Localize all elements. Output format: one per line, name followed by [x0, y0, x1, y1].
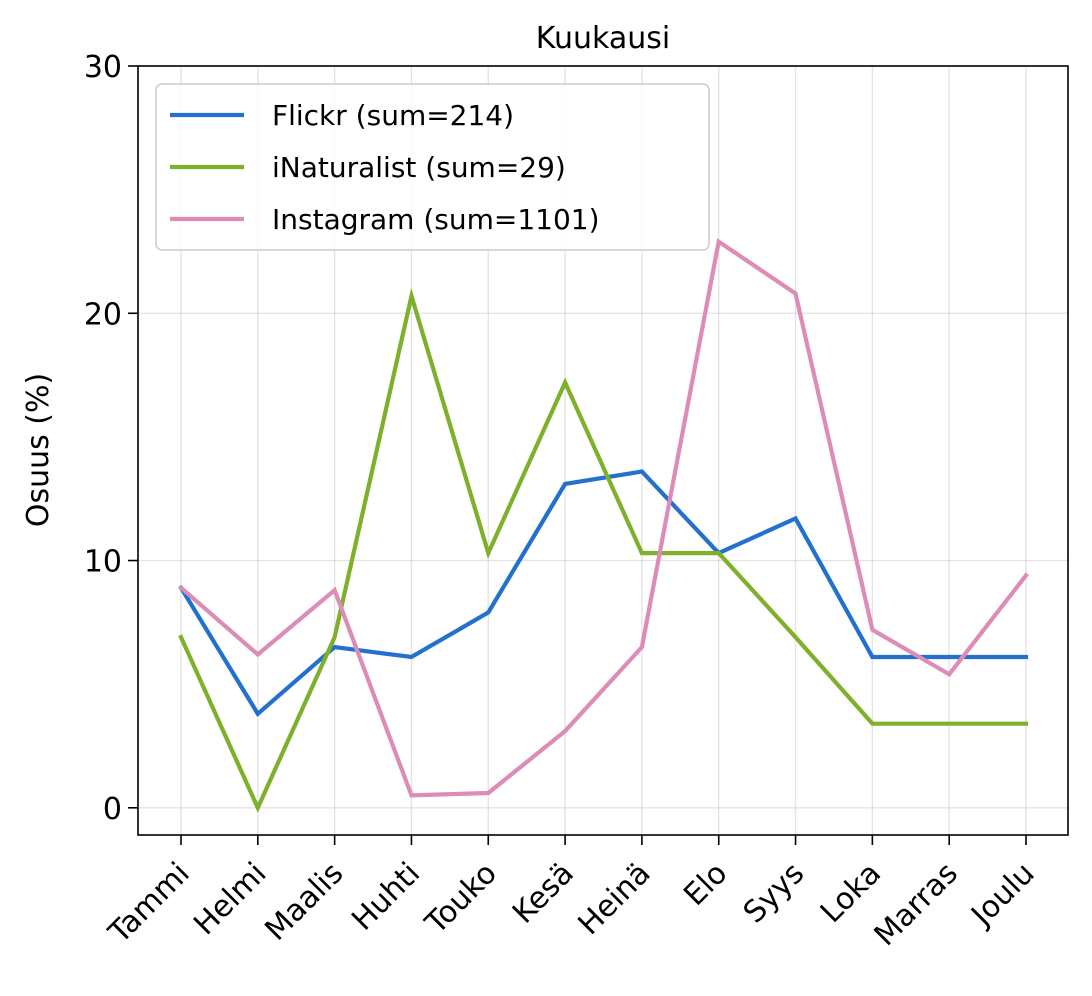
y-tick-label: 10: [84, 545, 122, 580]
legend-label-2: Instagram (sum=1101): [272, 203, 600, 236]
x-tick-label: Joulu: [963, 856, 1041, 934]
x-tick-label: Tammi: [102, 856, 197, 951]
series-line-2: [178, 238, 1029, 798]
legend-label-0: Flickr (sum=214): [272, 99, 514, 132]
x-tick-label: Helmi: [187, 856, 273, 942]
legend-label-1: iNaturalist (sum=29): [272, 151, 566, 184]
x-tick-label: Touko: [418, 856, 504, 942]
x-tick-label: Marras: [868, 856, 965, 953]
series-line-0: [178, 469, 1029, 718]
y-tick-label: 20: [84, 297, 122, 332]
x-tick-label: Maalis: [258, 856, 350, 948]
series-line-1: [178, 287, 1029, 813]
y-axis-label: Osuus (%): [21, 373, 56, 527]
legend: Flickr (sum=214) iNaturalist (sum=29) Inst…: [155, 83, 710, 251]
plot-frame: [137, 65, 1069, 836]
series-lines: [178, 238, 1029, 813]
x-tick-label: Heinä: [571, 856, 657, 942]
legend-frame: [155, 83, 710, 251]
x-tick-label: Kesä: [506, 856, 581, 931]
x-tick-label: Syys: [737, 856, 811, 930]
chart-title: Kuukausi: [536, 21, 670, 56]
x-tick-label: Elo: [677, 856, 734, 913]
y-tick-label: 0: [103, 792, 122, 827]
y-tick-label: 30: [84, 50, 122, 85]
y-axis: 0 10 20 30: [84, 50, 138, 827]
x-tick-label: Huhti: [345, 856, 427, 938]
